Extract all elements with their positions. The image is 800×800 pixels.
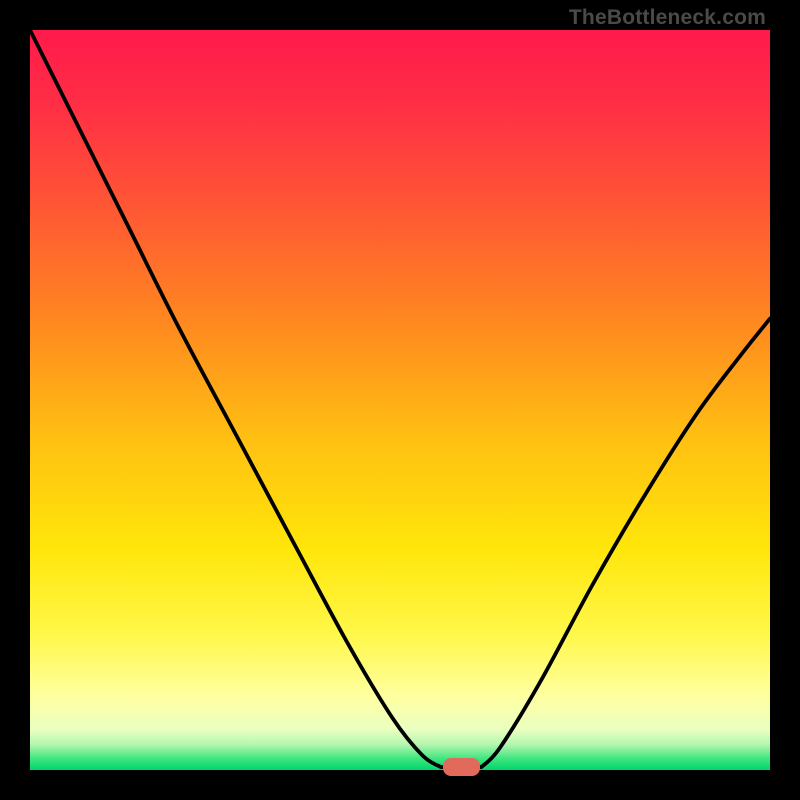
watermark-text: TheBottleneck.com (569, 6, 766, 30)
chart-frame: TheBottleneck.com (0, 0, 800, 800)
optimal-marker (443, 758, 480, 776)
plot-area (30, 30, 770, 770)
bottleneck-curve (30, 30, 770, 770)
